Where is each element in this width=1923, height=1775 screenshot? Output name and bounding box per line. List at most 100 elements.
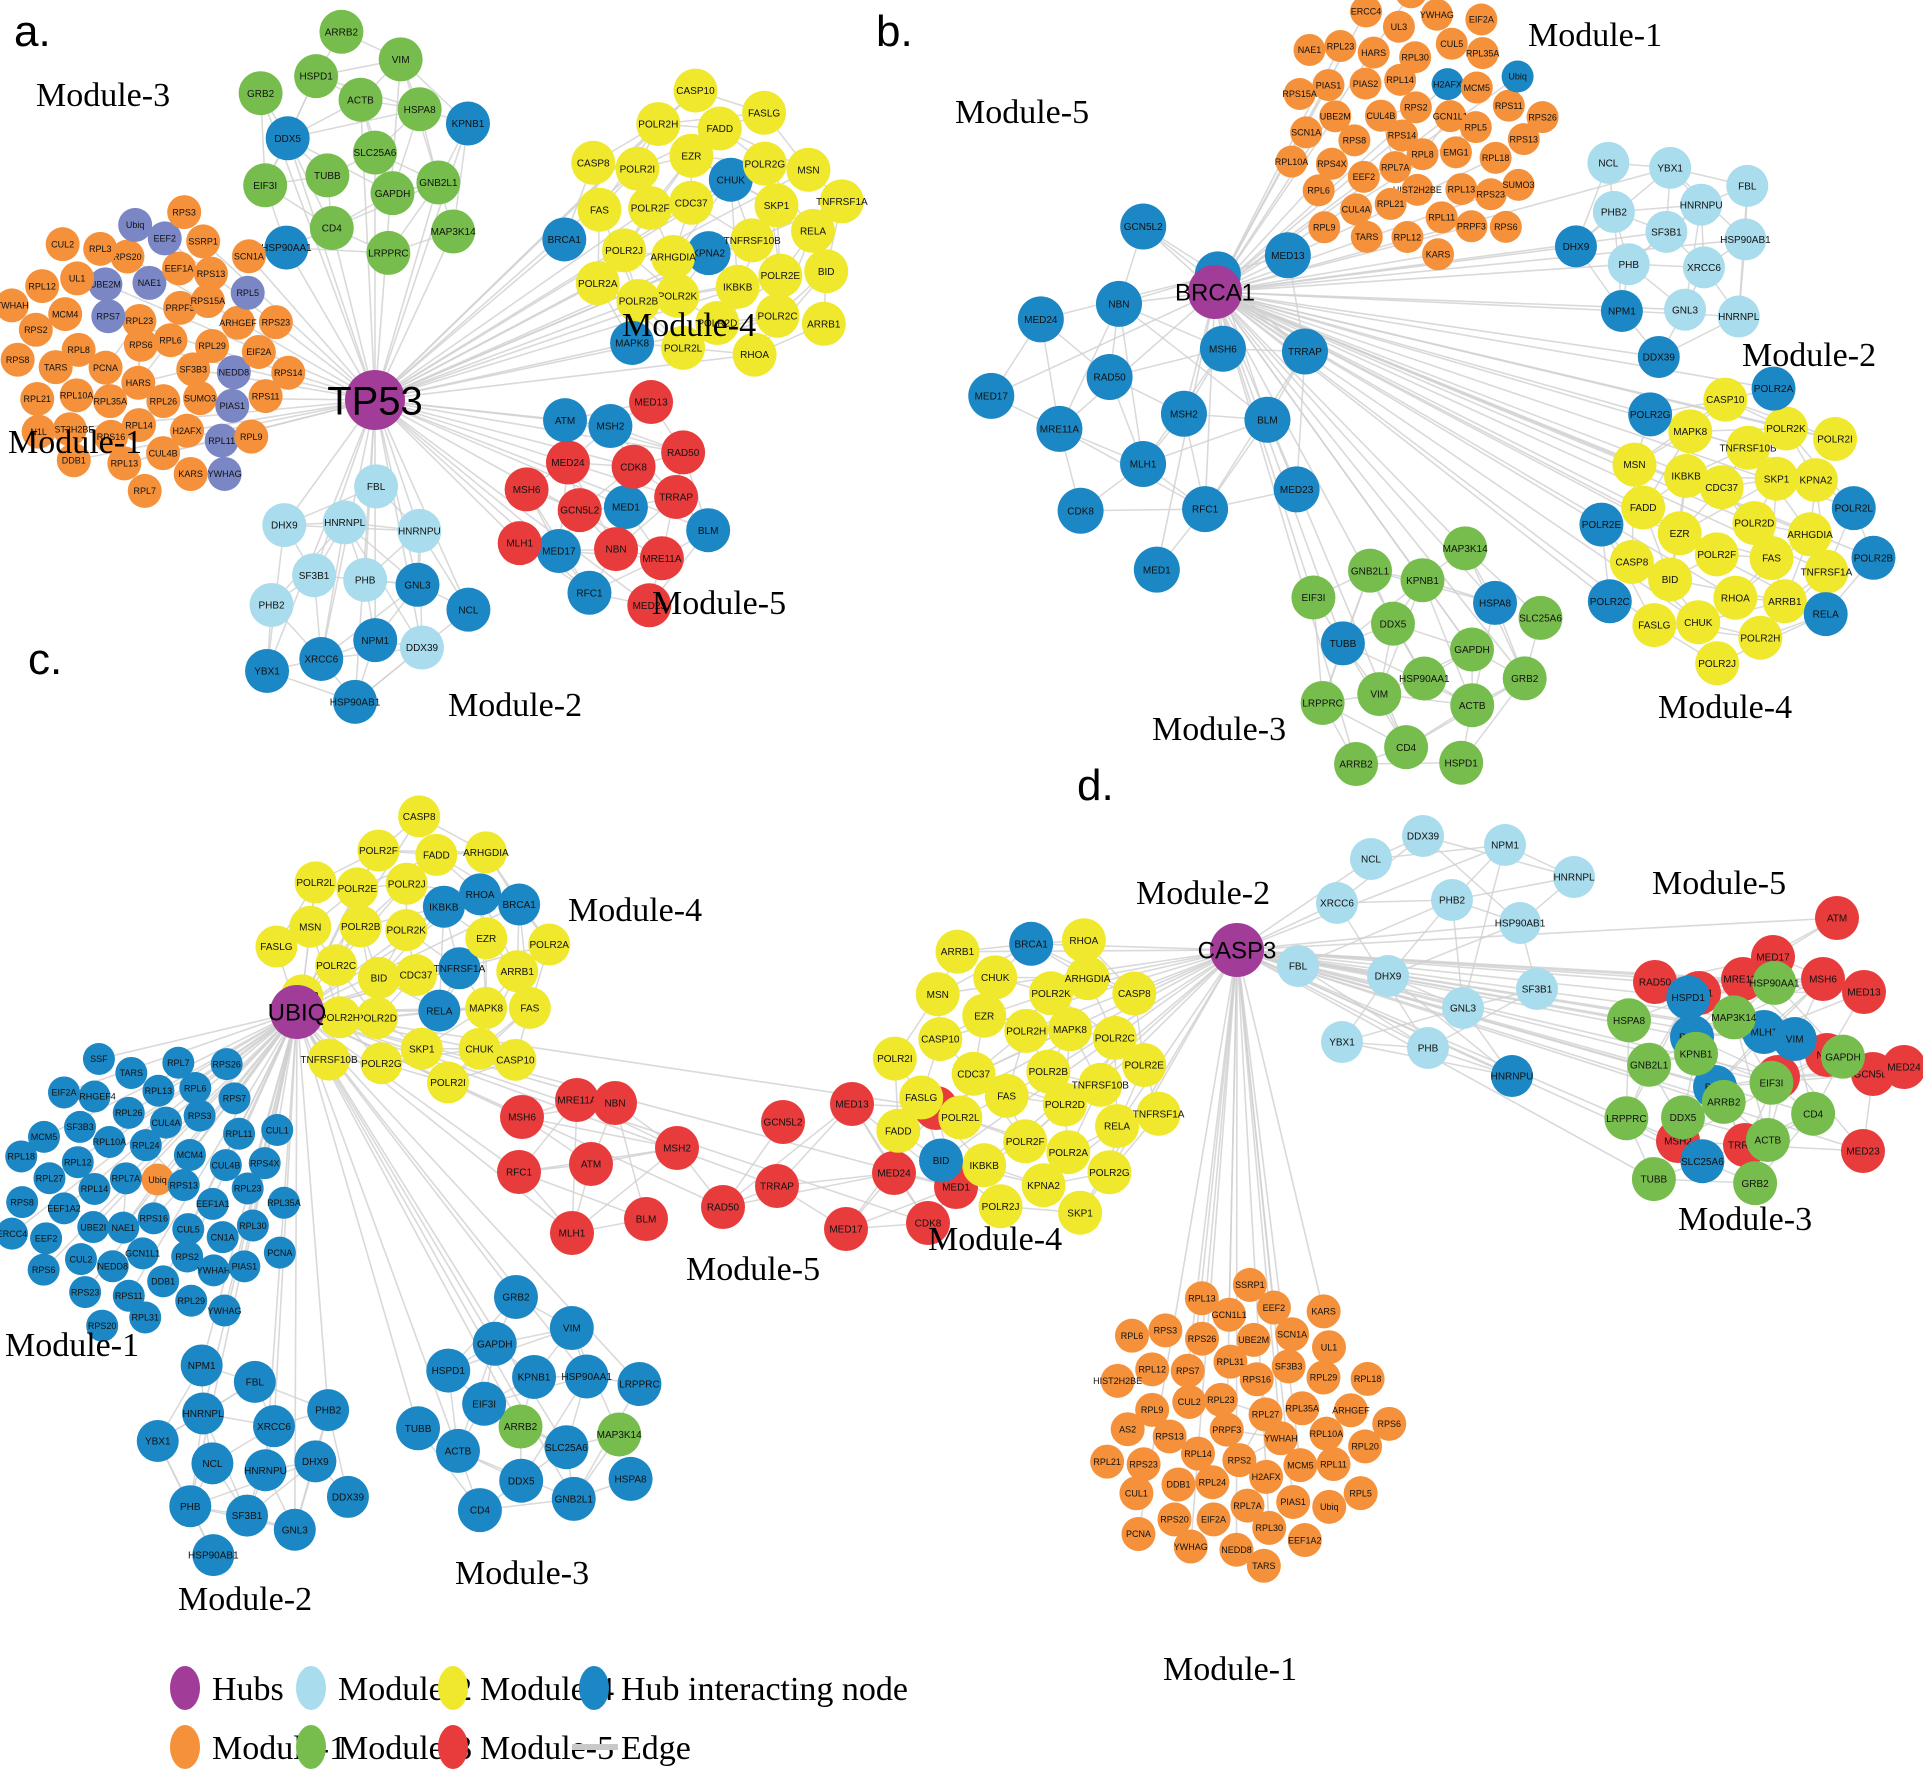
node-RPL9[interactable]: RPL9 (1308, 211, 1341, 244)
node-Ubiq[interactable]: Ubiq (118, 207, 153, 242)
node-POLR2I[interactable]: POLR2I (615, 146, 660, 191)
node-RPL6[interactable]: RPL6 (1114, 1318, 1149, 1353)
node-GRB2[interactable]: GRB2 (1502, 656, 1547, 701)
node-MED23[interactable]: MED23 (1273, 466, 1320, 513)
node-RPS26[interactable]: RPS26 (1526, 101, 1559, 134)
node-POLR2K[interactable]: POLR2K (385, 909, 428, 952)
node-GCN1L1[interactable]: GCN1L1 (1212, 1297, 1247, 1332)
node-GNB2L1[interactable]: GNB2L1 (416, 160, 461, 205)
node-RFC1[interactable]: RFC1 (567, 570, 612, 615)
node-MED13[interactable]: MED13 (1842, 970, 1886, 1014)
node-BRCA1[interactable]: BRCA1 (542, 217, 587, 262)
node-RPL7[interactable]: RPL7 (162, 1046, 195, 1079)
node-RPL27[interactable]: RPL27 (33, 1162, 66, 1195)
node-RPS13[interactable]: RPS13 (193, 256, 228, 291)
node-GCN1L1[interactable]: GCN1L1 (125, 1237, 160, 1270)
node-CD4[interactable]: CD4 (457, 1488, 502, 1533)
node-GCN5L2[interactable]: GCN5L2 (761, 1100, 805, 1144)
node-RPL5[interactable]: RPL5 (1343, 1476, 1378, 1511)
node-FADD[interactable]: FADD (876, 1108, 921, 1153)
node-CUL4B[interactable]: CUL4B (146, 436, 181, 471)
node-IKBKB[interactable]: IKBKB (715, 264, 760, 309)
node-CASP8[interactable]: CASP8 (1112, 971, 1157, 1016)
node-MSH2[interactable]: MSH2 (655, 1126, 699, 1170)
node-RPL5[interactable]: RPL5 (230, 275, 265, 310)
node-ARRB2[interactable]: ARRB2 (498, 1404, 543, 1449)
node-MAPK8[interactable]: MAPK8 (1668, 409, 1713, 454)
node-HSP90AB1[interactable]: HSP90AB1 (1720, 218, 1771, 261)
node-RPS20[interactable]: RPS20 (86, 1309, 119, 1342)
node-ARRB1[interactable]: ARRB1 (496, 950, 539, 993)
node-RPL6[interactable]: RPL6 (1302, 174, 1335, 207)
node-RPL35A[interactable]: RPL35A (93, 384, 128, 419)
node-NAE1[interactable]: NAE1 (1293, 33, 1326, 66)
node-POLR2C[interactable]: POLR2C (1587, 579, 1632, 624)
node-MAP3K14[interactable]: MAP3K14 (431, 209, 476, 254)
node-MAP3K14[interactable]: MAP3K14 (1711, 995, 1757, 1040)
node-TARS[interactable]: TARS (38, 350, 73, 385)
node-LRPPRC[interactable]: LRPPRC (366, 230, 411, 275)
node-SF3B1[interactable]: SF3B1 (292, 553, 337, 598)
node-TUBB[interactable]: TUBB (396, 1406, 441, 1451)
node-POLR2E[interactable]: POLR2E (758, 253, 803, 298)
node-TNFRSF10B[interactable]: TNFRSF10B (724, 218, 782, 263)
node-DDB1[interactable]: DDB1 (147, 1265, 180, 1298)
node-RPS11[interactable]: RPS11 (248, 379, 283, 414)
node-ARRB2[interactable]: ARRB2 (319, 9, 364, 54)
node-POLR2G[interactable]: POLR2G (360, 1042, 403, 1085)
node-SF3B1[interactable]: SF3B1 (1645, 210, 1688, 253)
node-CASP8[interactable]: CASP8 (1609, 539, 1654, 584)
node-SCN1A[interactable]: SCN1A (1290, 116, 1323, 149)
node-RPL6[interactable]: RPL6 (153, 323, 188, 358)
node-LRPPRC[interactable]: LRPPRC (1300, 680, 1345, 725)
node-GRB2[interactable]: GRB2 (1733, 1161, 1778, 1206)
node-SSF[interactable]: SSF (82, 1042, 115, 1075)
node-CD4[interactable]: CD4 (1791, 1091, 1836, 1136)
node-CDC37[interactable]: CDC37 (669, 180, 714, 225)
node-CASP10[interactable]: CASP10 (1703, 377, 1748, 422)
node-RPL35A[interactable]: RPL35A (1466, 37, 1500, 70)
node-PHB2[interactable]: PHB2 (1431, 879, 1473, 921)
node-SLC25A6[interactable]: SLC25A6 (1680, 1139, 1725, 1184)
node-CUL2[interactable]: CUL2 (1172, 1384, 1207, 1419)
node-NEDD8[interactable]: NEDD8 (96, 1250, 129, 1283)
node-YBX1[interactable]: YBX1 (245, 648, 290, 693)
node-NCL[interactable]: NCL (1350, 838, 1392, 880)
node-RPL7[interactable]: RPL7 (127, 473, 162, 508)
node-BRCA1[interactable]: BRCA1 (498, 883, 541, 926)
node-KARS[interactable]: KARS (1306, 1294, 1341, 1329)
node-ACTB[interactable]: ACTB (435, 1428, 480, 1473)
node-RPS16[interactable]: RPS16 (94, 419, 129, 454)
node-POLR2H[interactable]: POLR2H (1004, 1008, 1049, 1053)
node-MED1[interactable]: MED1 (1133, 546, 1180, 593)
node-BLM[interactable]: BLM (686, 508, 731, 553)
node-MED17[interactable]: MED17 (824, 1207, 868, 1251)
node-MED17[interactable]: MED17 (968, 372, 1015, 419)
node-SF3B1[interactable]: SF3B1 (1516, 968, 1558, 1010)
node-POLR2E[interactable]: POLR2E (1579, 502, 1624, 547)
node-DDX5[interactable]: DDX5 (265, 116, 310, 161)
node-EZR[interactable]: EZR (1657, 511, 1702, 556)
node-RPS8[interactable]: RPS8 (6, 1186, 39, 1219)
node-POLR2H[interactable]: POLR2H (319, 996, 362, 1039)
node-EIF2A[interactable]: EIF2A (1465, 3, 1498, 36)
node-RAD50[interactable]: RAD50 (1086, 353, 1133, 400)
node-EZR[interactable]: EZR (962, 993, 1007, 1038)
node-MSN[interactable]: MSN (1612, 442, 1657, 487)
node-RPS14[interactable]: RPS14 (1386, 119, 1419, 152)
node-RAD50[interactable]: RAD50 (1633, 960, 1677, 1004)
node-MED24[interactable]: MED24 (872, 1151, 916, 1195)
node-RPS3[interactable]: RPS3 (183, 1099, 216, 1132)
node-BID[interactable]: BID (919, 1138, 964, 1183)
node-PCNA[interactable]: PCNA (263, 1236, 296, 1269)
node-RPL13[interactable]: RPL13 (107, 446, 142, 481)
node-MAP3K14[interactable]: MAP3K14 (597, 1412, 642, 1457)
node-KARS[interactable]: KARS (1422, 238, 1455, 271)
node-RPL12[interactable]: RPL12 (1135, 1352, 1170, 1387)
node-ARRB2[interactable]: ARRB2 (1334, 742, 1379, 787)
node-IKBKB[interactable]: IKBKB (1664, 454, 1709, 499)
node-POLR2J[interactable]: POLR2J (978, 1184, 1023, 1229)
node-RPL29[interactable]: RPL29 (1306, 1360, 1341, 1395)
node-RPS4X[interactable]: RPS4X (248, 1147, 281, 1180)
node-NCL[interactable]: NCL (446, 587, 491, 632)
